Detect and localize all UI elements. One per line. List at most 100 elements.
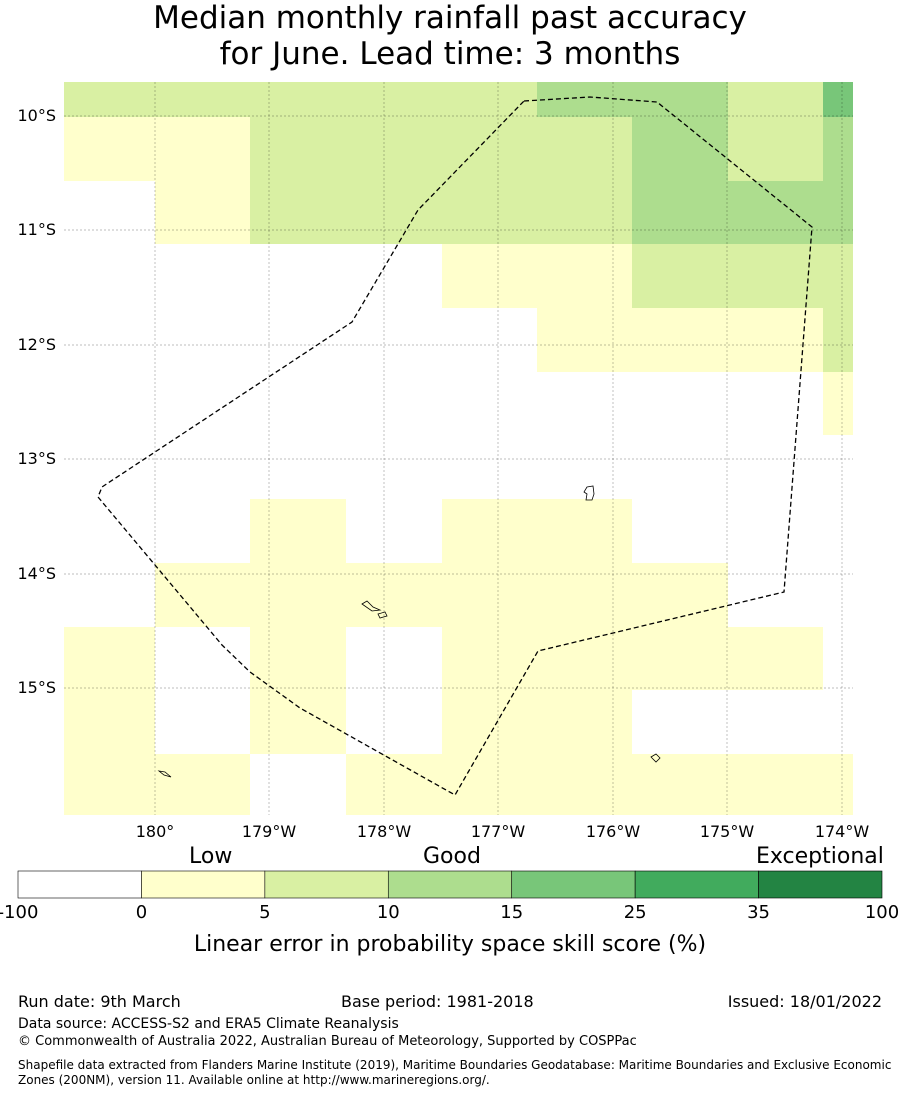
grid-cell <box>442 117 537 181</box>
grid-cell <box>728 117 823 181</box>
grid-cell <box>64 627 155 690</box>
grid-cell <box>632 690 728 754</box>
grid-cell <box>442 181 537 244</box>
grid-cell <box>442 690 537 754</box>
lat-tick-label: 13°S <box>17 449 56 468</box>
grid-cell <box>632 754 728 815</box>
grid-cell <box>155 372 250 435</box>
grid-cell <box>64 690 155 754</box>
lon-tick-label: 179°W <box>241 822 297 841</box>
colorbar <box>17 870 883 899</box>
grid-cell <box>537 754 632 815</box>
grid-cell <box>823 117 853 181</box>
grid-cell <box>823 627 853 690</box>
grid-cell <box>250 627 346 690</box>
grid-cell <box>442 627 537 690</box>
grid-cell <box>442 563 537 627</box>
legend-exceptional: Exceptional <box>756 844 884 869</box>
grid-cell <box>728 499 823 563</box>
colorbar-tick-label: 25 <box>623 902 647 923</box>
grid-cell <box>632 308 728 372</box>
grid-cell <box>155 244 250 308</box>
grid-cell <box>250 117 346 181</box>
grid-cell <box>632 563 728 627</box>
grid-cell <box>346 754 442 815</box>
grid-cell <box>823 244 853 308</box>
grid-cell <box>728 563 823 627</box>
grid-cell <box>346 435 442 499</box>
colorbar-segment <box>511 870 636 899</box>
colorbar-segment <box>758 870 883 899</box>
colorbar-segment <box>387 870 513 899</box>
grid-cell <box>728 372 823 435</box>
colorbar-tick-label: 35 <box>747 902 771 923</box>
grid-cell <box>155 181 250 244</box>
grid-cell <box>823 499 853 563</box>
grid-cell <box>346 690 442 754</box>
grid-cell <box>155 690 250 754</box>
grid-cell <box>250 563 346 627</box>
title-line-2: for June. Lead time: 3 months <box>219 36 681 72</box>
lon-tick-label: 177°W <box>470 822 526 841</box>
colorbar-segment <box>17 870 142 899</box>
grid-cell <box>728 435 823 499</box>
grid-cell <box>728 244 823 308</box>
grid-cell <box>64 372 155 435</box>
grid-cell <box>250 499 346 563</box>
grid-cell <box>728 754 823 815</box>
island <box>650 753 661 763</box>
grid-cell <box>346 181 442 244</box>
lat-tick-label: 12°S <box>17 335 56 354</box>
skill-grid <box>64 82 853 815</box>
grid-cell <box>537 181 632 244</box>
grid-cell <box>632 435 728 499</box>
grid-cell <box>155 117 250 181</box>
grid-cell <box>250 690 346 754</box>
grid-cell <box>823 690 853 754</box>
grid-cell <box>64 563 155 627</box>
grid-cell <box>632 82 728 117</box>
grid-cell <box>346 627 442 690</box>
lon-tick-label: 180° <box>135 822 175 841</box>
grid-cell <box>442 499 537 563</box>
grid-cell <box>155 308 250 372</box>
grid-cell <box>537 117 632 181</box>
grid-cell <box>823 435 853 499</box>
grid-cell <box>537 244 632 308</box>
colorbar-tick-label: 10 <box>376 902 400 923</box>
colorbar-tick-label: 5 <box>259 902 271 923</box>
colorbar-segment <box>141 870 266 899</box>
run-date: Run date: 9th March <box>18 992 181 1011</box>
grid-cell <box>64 82 155 117</box>
shapefile-credit-2: Zones (200NM), version 11. Available onl… <box>18 1073 490 1087</box>
eez-boundary <box>97 96 813 796</box>
grid-cell <box>632 372 728 435</box>
grid-cell <box>64 117 155 181</box>
copyright: © Commonwealth of Australia 2022, Austra… <box>18 1034 637 1049</box>
lon-tick-label: 175°W <box>699 822 755 841</box>
grid-cell <box>250 244 346 308</box>
grid-cell <box>250 308 346 372</box>
grid-cell <box>442 82 537 117</box>
grid-cell <box>155 499 250 563</box>
island <box>157 770 172 778</box>
grid-cell <box>64 754 155 815</box>
colorbar-tick-label: 0 <box>135 902 148 923</box>
graticule <box>64 82 853 815</box>
island <box>377 611 388 619</box>
grid-cell <box>632 244 728 308</box>
grid-cell <box>632 627 728 690</box>
title-line-1: Median monthly rainfall past accuracy <box>153 0 747 36</box>
grid-cell <box>537 372 632 435</box>
grid-cell <box>537 690 632 754</box>
grid-cell <box>823 308 853 372</box>
grid-cell <box>537 435 632 499</box>
colorbar-tick-label: 100 <box>864 902 900 923</box>
grid-cell <box>155 627 250 690</box>
grid-cell <box>250 754 346 815</box>
lon-tick-label: 174°W <box>814 822 870 841</box>
grid-cell <box>537 308 632 372</box>
grid-cell <box>346 499 442 563</box>
